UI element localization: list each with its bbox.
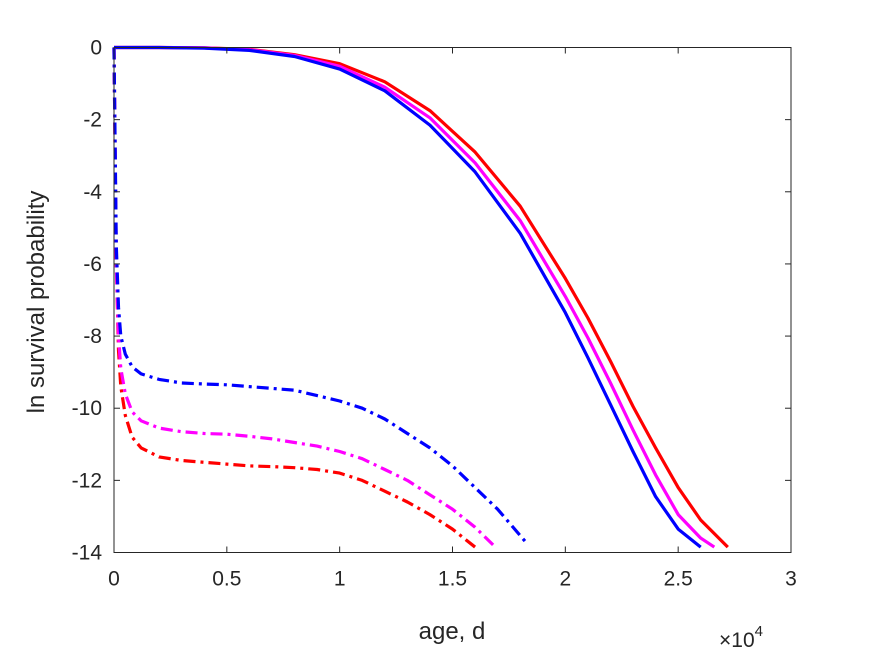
solid-series-line-2 <box>114 45 702 549</box>
y-ticks: 0 -2 -4 -6 -8 -10 -12 -14 <box>72 37 791 565</box>
dashdot-series-line-4 <box>112 47 497 549</box>
x-tick-label: 1 <box>334 568 346 591</box>
series-layer <box>112 45 729 549</box>
solid-series-line-1 <box>114 45 716 549</box>
x-tick-label: 1.5 <box>438 568 467 591</box>
dashdot-series-line-3 <box>112 47 477 549</box>
y-tick-label: -8 <box>83 325 102 348</box>
solid-series-line-0 <box>114 45 729 549</box>
x-tick-label: 2 <box>559 568 571 591</box>
x-axis-label: age, d <box>419 618 486 645</box>
x-tick-label: 2.5 <box>664 568 693 591</box>
y-tick-label: -10 <box>72 397 102 420</box>
y-tick-label: -2 <box>83 109 102 132</box>
y-tick-label: -4 <box>83 181 102 204</box>
y-tick-label: -12 <box>72 469 102 492</box>
x-multiplier-exponent: 4 <box>755 623 763 640</box>
y-axis-label: ln survival probability <box>23 191 50 414</box>
x-tick-label: 3 <box>785 568 797 591</box>
x-tick-label: 0 <box>108 568 120 591</box>
x-ticks: 0 0.5 1 1.5 2 2.5 3 <box>108 47 797 591</box>
axes-frame <box>113 47 792 553</box>
y-tick-label: -14 <box>72 542 103 565</box>
plot-box <box>113 47 792 553</box>
y-tick-label: 0 <box>90 37 102 60</box>
y-tick-label: -6 <box>83 253 102 276</box>
x-tick-label: 0.5 <box>212 568 241 591</box>
x-multiplier-base: ×10 <box>719 629 755 652</box>
x-multiplier-label: ×104 <box>719 623 763 652</box>
dashdot-series-line-5 <box>112 47 529 545</box>
